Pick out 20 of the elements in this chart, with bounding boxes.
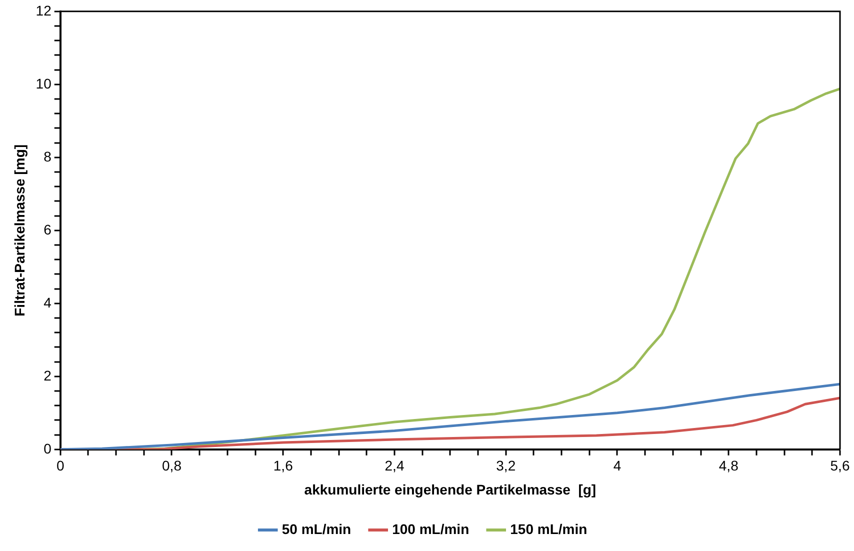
x-axis-title: akkumulierte eingehende Partikelmasse [g] [304, 481, 596, 498]
y-tick-label: 0 [44, 440, 52, 456]
y-axis-title: Filtrat-Partikelmasse [mg] [11, 144, 28, 316]
y-tick-label: 8 [44, 148, 52, 164]
x-tick-label: 2,4 [384, 458, 404, 474]
x-tick-label: 5,6 [830, 458, 850, 474]
y-tick-label: 10 [36, 75, 52, 92]
x-tick-label: 4 [613, 458, 622, 474]
y-tick-label: 4 [44, 294, 52, 310]
x-tick-label: 1,6 [273, 458, 294, 474]
legend-label: 150 mL/min [510, 520, 588, 537]
x-tick-label: 4,8 [718, 458, 739, 474]
y-tick-label: 2 [44, 367, 52, 384]
x-tick-label: 0,8 [162, 458, 182, 474]
legend-label: 50 mL/min [282, 520, 352, 537]
y-tick-label: 12 [36, 2, 52, 18]
legend-label: 100 mL/min [392, 520, 470, 537]
y-tick-label: 6 [44, 221, 52, 238]
x-tick-label: 3,2 [496, 458, 516, 474]
x-tick-label: 0 [56, 458, 64, 474]
